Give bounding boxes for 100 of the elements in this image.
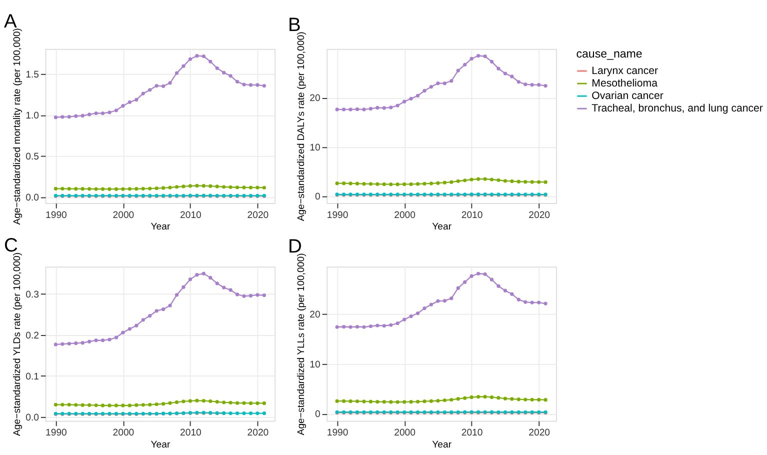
point [456, 397, 460, 401]
legend-label: Ovarian cancer [592, 90, 664, 102]
point [154, 84, 158, 88]
point [516, 180, 520, 184]
point [382, 182, 386, 186]
point [154, 186, 158, 190]
point [389, 182, 393, 186]
point [108, 404, 112, 408]
point [510, 292, 514, 296]
point [256, 401, 260, 406]
point [202, 184, 206, 188]
point [215, 282, 219, 286]
point [402, 182, 406, 186]
point [121, 104, 125, 108]
point [342, 399, 346, 403]
point [382, 106, 386, 110]
x-axis-title: Year [432, 222, 452, 233]
point [389, 323, 393, 327]
point [162, 84, 166, 88]
y-tick-label: 0.3 [26, 289, 40, 300]
y-tick-label: 0 [315, 192, 320, 203]
point [402, 318, 406, 322]
x-tick-label: 2010 [461, 428, 483, 439]
point [416, 94, 420, 98]
y-tick-label: 0.1 [26, 371, 40, 382]
x-tick-label: 2010 [180, 210, 202, 221]
x-tick-label: 1990 [326, 210, 348, 221]
point [516, 80, 520, 84]
point [141, 403, 145, 407]
legend-label: Larynx cancer [592, 64, 659, 77]
point [348, 182, 352, 186]
point [188, 278, 192, 282]
point [256, 293, 260, 297]
point [88, 403, 92, 407]
point [202, 398, 206, 403]
point [174, 71, 179, 75]
point [228, 74, 232, 78]
point [215, 184, 219, 188]
x-tick-label: 2000 [112, 210, 134, 221]
point [168, 186, 172, 190]
point [463, 396, 467, 400]
point [94, 403, 98, 408]
point [463, 280, 467, 284]
point [215, 66, 219, 70]
point [463, 178, 467, 182]
point [530, 398, 534, 402]
point [108, 110, 112, 114]
point [450, 79, 454, 83]
y-tick-label: 0 [315, 409, 320, 420]
point [154, 309, 158, 313]
point [222, 70, 226, 74]
point [396, 182, 400, 186]
point [409, 314, 413, 318]
point [262, 411, 266, 416]
point [168, 81, 172, 85]
y-tick-label: 0.2 [26, 330, 40, 342]
point [362, 182, 366, 186]
x-tick-label: 2020 [247, 210, 269, 221]
legend-title: cause_name [576, 48, 642, 61]
point [74, 187, 78, 191]
point [422, 88, 426, 93]
point [524, 398, 528, 402]
point [416, 400, 420, 404]
point [182, 285, 186, 289]
point [208, 276, 212, 280]
point [60, 115, 64, 119]
point [490, 60, 494, 64]
point [248, 411, 253, 416]
point [362, 325, 366, 329]
point [483, 177, 487, 181]
point [376, 324, 380, 328]
point [114, 187, 118, 191]
point [88, 340, 92, 344]
point [516, 398, 520, 402]
x-tick-label: 2000 [394, 210, 416, 221]
point [248, 83, 253, 87]
point [208, 184, 212, 188]
x-tick-label: 1990 [45, 210, 67, 221]
point [355, 324, 360, 329]
x-tick-label: 2000 [394, 428, 416, 439]
point [215, 400, 219, 404]
y-tick-label: 0.0 [26, 412, 40, 424]
point [128, 100, 132, 104]
point [208, 399, 212, 403]
point [530, 83, 534, 87]
point [100, 404, 105, 408]
point [422, 182, 426, 186]
point [108, 338, 112, 342]
point [67, 186, 71, 191]
point [148, 314, 152, 318]
point [429, 84, 434, 89]
point [174, 185, 179, 189]
point [162, 307, 166, 312]
point [348, 399, 352, 403]
point [368, 182, 372, 186]
point [148, 402, 152, 406]
point [483, 394, 487, 399]
point [174, 293, 179, 297]
point [476, 54, 480, 58]
point [396, 104, 400, 108]
